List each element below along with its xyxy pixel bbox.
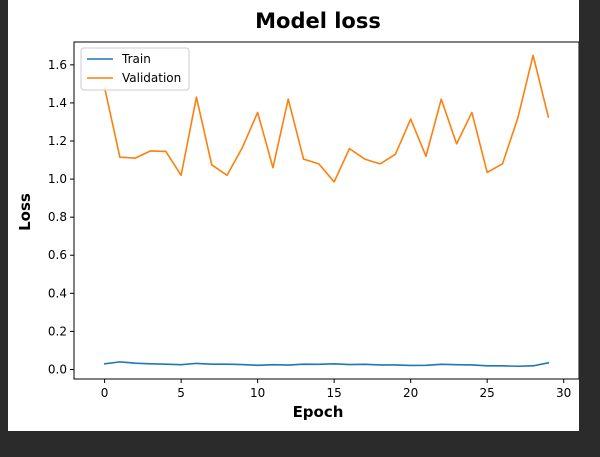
series-line-train	[103, 361, 550, 368]
y-tick-label: 0.0	[48, 362, 67, 376]
x-tick-label: 25	[480, 386, 495, 400]
legend: Train Validation	[80, 47, 190, 91]
x-tick-label: 0	[101, 386, 109, 400]
legend-label-validation: Validation	[122, 71, 181, 85]
chart-title: Model loss	[255, 9, 381, 33]
series-line-validation	[103, 54, 550, 183]
y-tick-label: 0.2	[48, 324, 67, 338]
legend-label-train: Train	[121, 52, 151, 66]
y-tick-label: 0.8	[48, 210, 67, 224]
plot-frame	[73, 41, 579, 380]
x-tick-label: 10	[250, 386, 265, 400]
x-axis-label: Epoch	[293, 403, 344, 421]
x-tick-label: 20	[403, 386, 418, 400]
y-axis-label: Loss	[16, 193, 34, 231]
chart-figure: Model loss Epoch Loss 0 5 10 15 20 25 30 0.0 0.2…	[8, 0, 579, 431]
y-tick-label: 0.6	[48, 248, 67, 262]
y-tick-label: 1.4	[48, 96, 67, 110]
loss-chart: Model loss Epoch Loss 0 5 10 15 20 25 30 0.0 0.2…	[16, 9, 579, 421]
y-tick-label: 1.2	[48, 134, 67, 148]
x-tick-label: 30	[556, 386, 571, 400]
y-tick-label: 1.0	[48, 172, 67, 186]
x-tick-label: 5	[177, 386, 185, 400]
ticks-layer: 0 5 10 15 20 25 30 0.0 0.2 0.4 0.6 0.8 1.0 1.2 1.4 1.6	[48, 58, 571, 400]
y-tick-label: 0.4	[48, 286, 67, 300]
y-tick-label: 1.6	[48, 58, 67, 72]
x-tick-label: 15	[327, 386, 342, 400]
lines-layer	[103, 54, 550, 368]
